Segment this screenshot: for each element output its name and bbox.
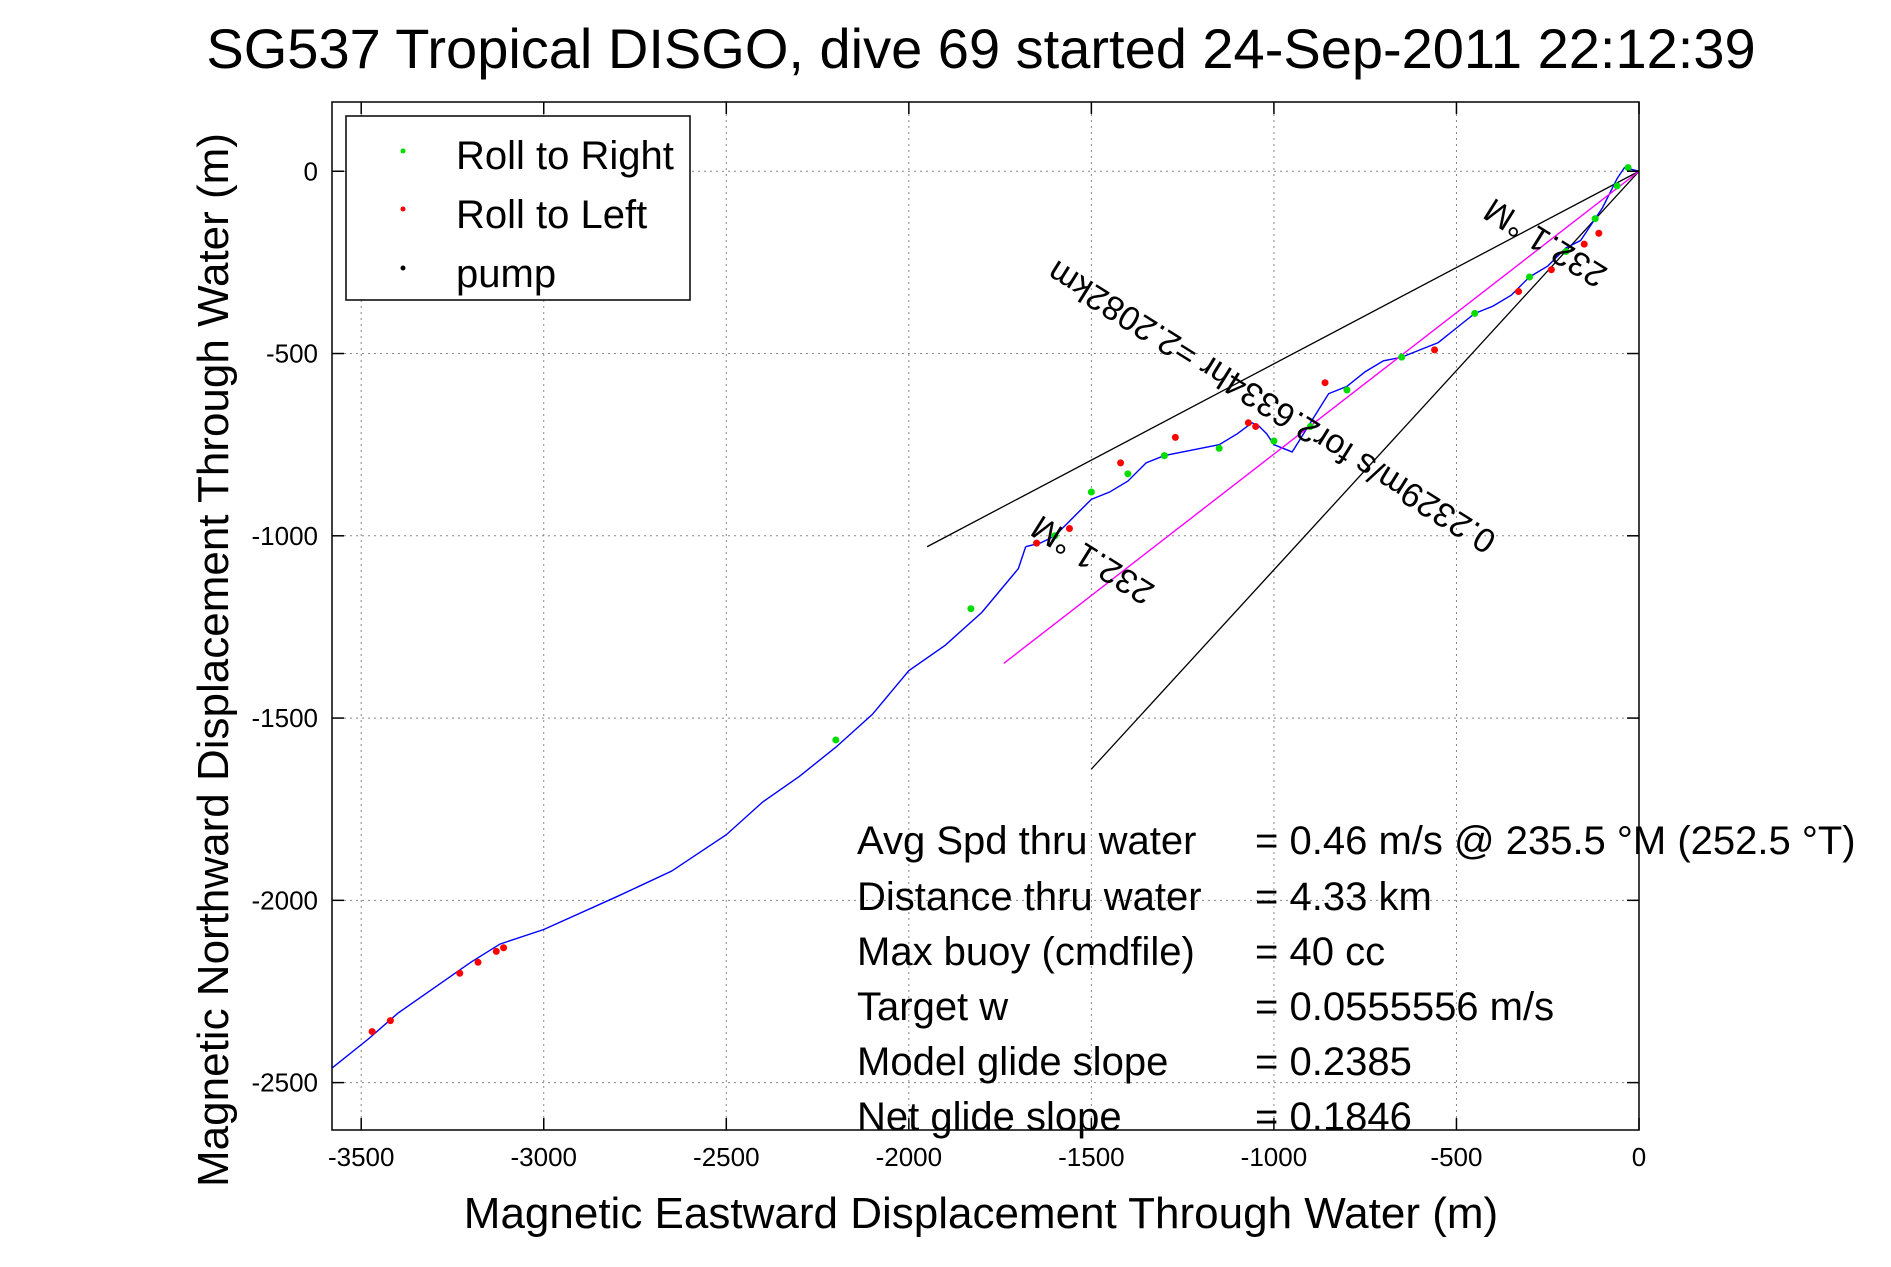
- legend-label-roll-right: Roll to Right: [456, 134, 674, 178]
- roll-right-point: [1087, 488, 1095, 496]
- legend-marker-roll-right: [400, 148, 406, 154]
- stat-value-distance: = 4.33 km: [1255, 875, 1432, 919]
- stat-label-avg-speed: Avg Spd thru water: [857, 819, 1196, 863]
- roll-right-point: [832, 736, 840, 744]
- y-tick-label: -1000: [252, 521, 319, 551]
- y-tick-label: -500: [266, 339, 318, 369]
- roll-right-point: [1624, 164, 1632, 172]
- roll-left-point: [386, 1017, 394, 1025]
- series-current: [1003, 170, 1639, 664]
- stat-label-max-buoy: Max buoy (cmdfile): [857, 930, 1195, 974]
- points-group: [368, 164, 1632, 1036]
- roll-left-point: [492, 947, 500, 955]
- roll-left-point: [1595, 229, 1603, 237]
- series-track: [332, 546, 1027, 1069]
- stat-label-target-w: Target w: [857, 985, 1008, 1029]
- roll-right-point: [1343, 386, 1351, 394]
- x-tick-label: -1000: [1241, 1142, 1308, 1172]
- stat-value-max-buoy: = 40 cc: [1255, 930, 1385, 974]
- roll-left-point: [1580, 240, 1588, 248]
- ticks: -3500 -3000 -2500 -2000 -1500 -1000 -500 0 0 -500…: [252, 102, 1646, 1172]
- series-group: [332, 166, 1639, 1069]
- roll-left-point: [1252, 422, 1260, 430]
- x-tick-label: -2500: [693, 1142, 760, 1172]
- x-tick-label: -3500: [328, 1142, 395, 1172]
- x-tick-label: -500: [1430, 1142, 1482, 1172]
- roll-left-point: [1515, 288, 1523, 296]
- plot-frame: [331, 101, 1640, 1131]
- legend-marker-roll-left: [400, 206, 406, 212]
- roll-right-point: [1613, 182, 1621, 190]
- roll-left-point: [368, 1028, 376, 1036]
- roll-left-point: [1033, 539, 1041, 547]
- y-tick-label: -2000: [252, 885, 319, 915]
- roll-right-point: [1562, 247, 1570, 255]
- roll-left-point: [1321, 379, 1329, 387]
- series-track-wiggle: [1025, 166, 1639, 548]
- stat-label-distance: Distance thru water: [857, 875, 1202, 919]
- guide-lines: [926, 170, 1639, 770]
- roll-right-point: [1215, 444, 1223, 452]
- y-axis-label: Magnetic Northward Displacement Through …: [189, 133, 238, 1187]
- roll-left-point: [474, 958, 482, 966]
- roll-left-point: [1547, 266, 1555, 274]
- legend-label-pump: pump: [456, 252, 556, 296]
- roll-right-point: [1398, 353, 1406, 361]
- roll-right-point: [1160, 452, 1168, 460]
- x-tick-label: -1500: [1058, 1142, 1125, 1172]
- guide-line: [1090, 170, 1639, 770]
- legend-marker-pump: [400, 265, 406, 271]
- stat-value-avg-speed: = 0.46 m/s @ 235.5 °M (252.5 °T): [1255, 819, 1856, 863]
- roll-right-point: [1270, 437, 1278, 445]
- roll-right-point: [1525, 273, 1533, 281]
- roll-right-point: [1124, 470, 1132, 478]
- guide-line: [926, 170, 1639, 548]
- roll-left-point: [456, 969, 464, 977]
- roll-right-point: [1051, 532, 1059, 540]
- track-annotation: 232.1 °M: [1025, 507, 1161, 612]
- x-tick-label: -2000: [876, 1142, 943, 1172]
- stat-value-target-w: = 0.0555556 m/s: [1255, 985, 1554, 1029]
- y-tick-label: -1500: [252, 703, 319, 733]
- roll-right-point: [1306, 422, 1314, 430]
- roll-right-point: [1591, 215, 1599, 223]
- stat-value-net-glide: = 0.1846: [1255, 1095, 1412, 1139]
- roll-left-point: [1117, 459, 1125, 467]
- track-annotation: 0.2329m/s for2.6334hr =2.2082km: [1041, 253, 1503, 561]
- legend: Roll to Right Roll to Left pump: [345, 115, 691, 301]
- y-tick-label: 0: [304, 156, 318, 186]
- x-tick-label: 0: [1632, 1142, 1646, 1172]
- roll-right-point: [967, 605, 975, 613]
- roll-left-point: [1065, 525, 1073, 533]
- y-tick-label: -2500: [252, 1068, 319, 1098]
- chart-title: SG537 Tropical DISGO, dive 69 started 24…: [206, 17, 1755, 80]
- roll-right-point: [1471, 309, 1479, 317]
- stats-block: Avg Spd thru water = 0.46 m/s @ 235.5 °M…: [857, 819, 1856, 1139]
- stat-label-net-glide: Net glide slope: [857, 1095, 1122, 1139]
- stat-value-model-glide: = 0.2385: [1255, 1040, 1412, 1084]
- legend-label-roll-left: Roll to Left: [456, 193, 647, 237]
- roll-left-point: [1244, 419, 1252, 427]
- roll-left-point: [500, 944, 508, 952]
- roll-left-point: [1431, 346, 1439, 354]
- x-tick-label: -3000: [510, 1142, 577, 1172]
- roll-left-point: [1171, 433, 1179, 441]
- stat-label-model-glide: Model glide slope: [857, 1040, 1168, 1084]
- x-axis-label: Magnetic Eastward Displacement Through W…: [464, 1189, 1498, 1238]
